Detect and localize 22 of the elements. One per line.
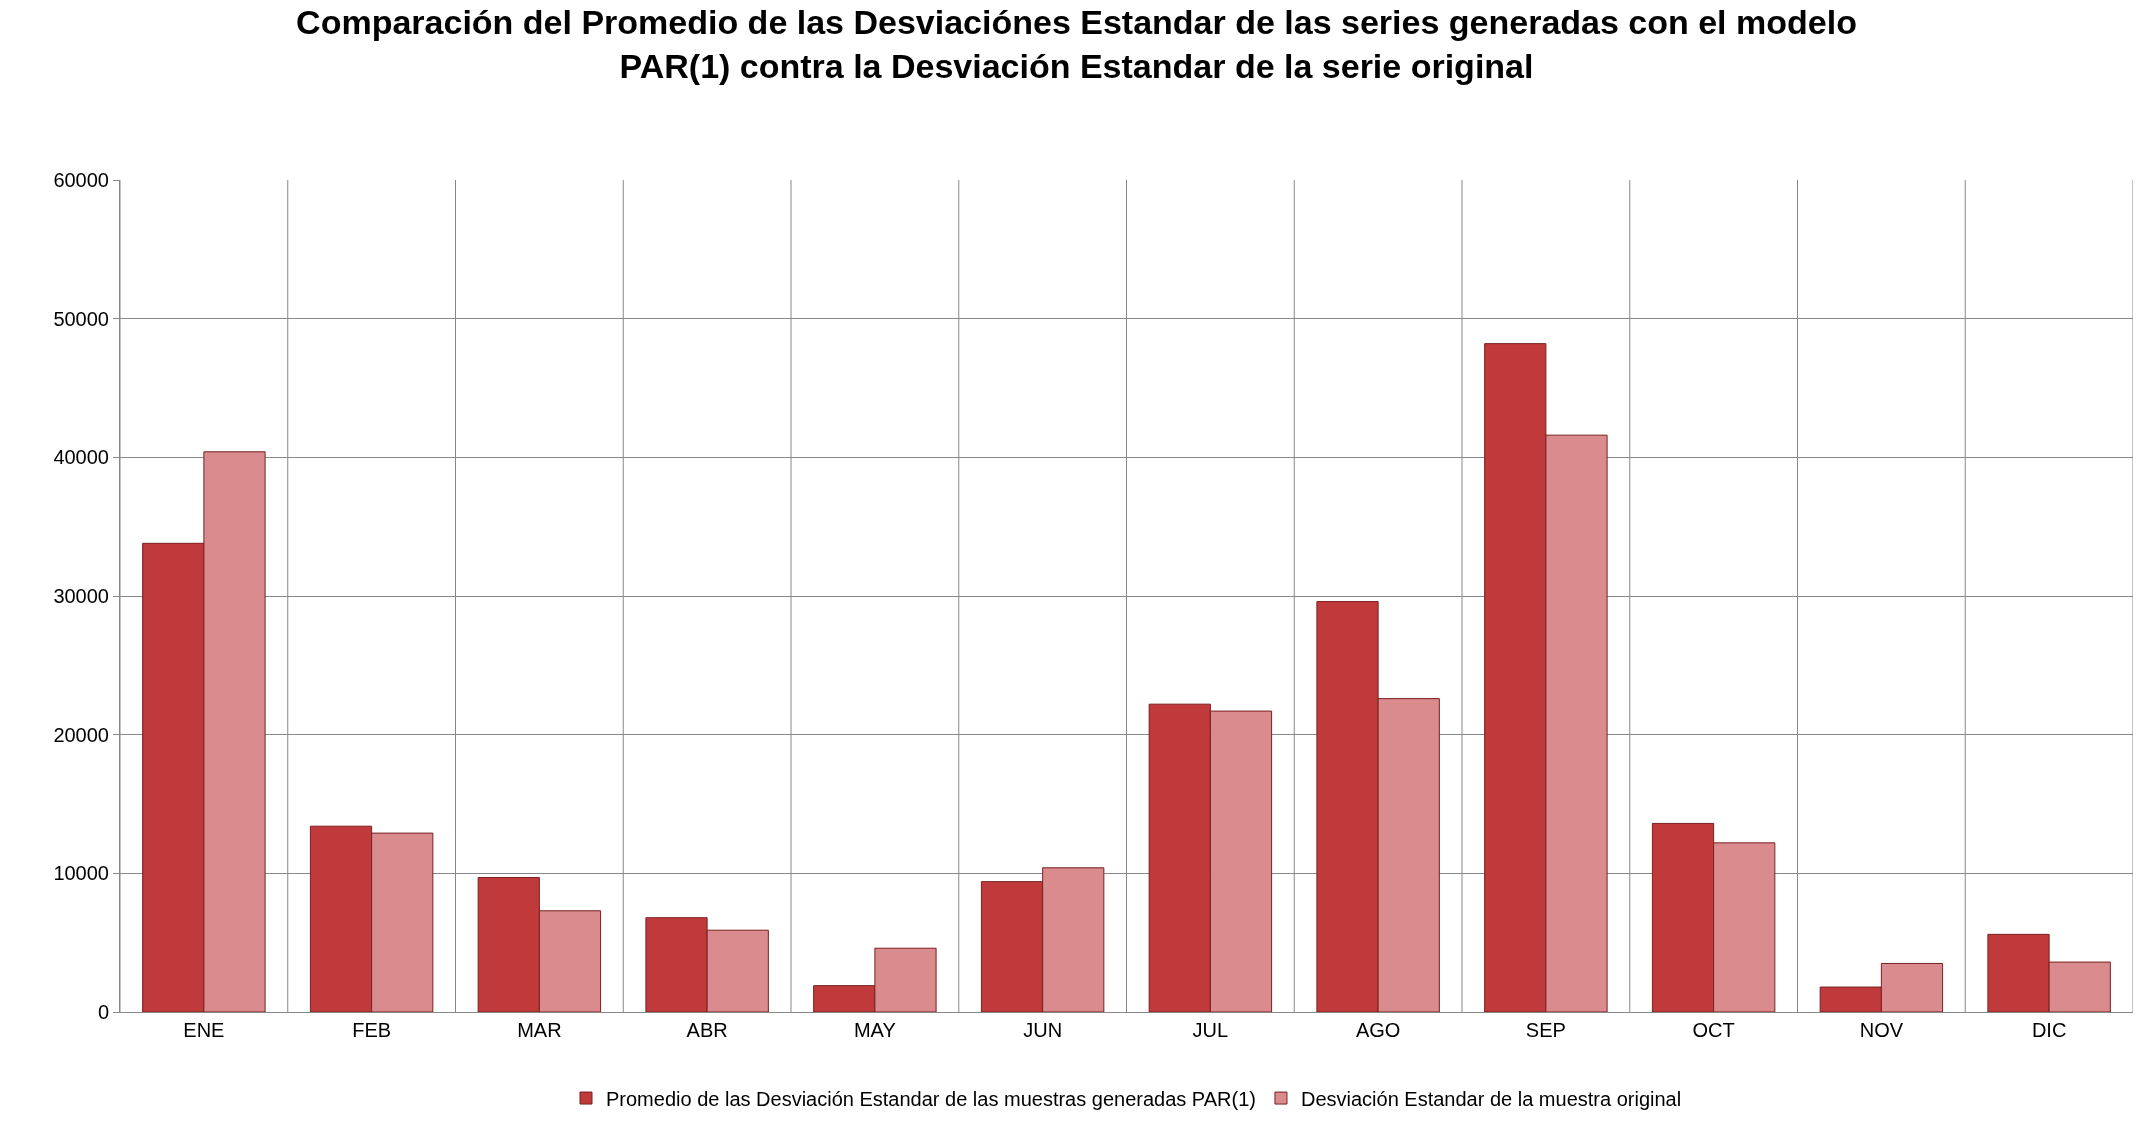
y-tick-label: 10000 — [53, 862, 109, 885]
y-tick-label: 60000 — [53, 169, 109, 191]
x-tick-label: OCT — [1692, 1019, 1735, 1041]
legend-label: Desviación Estandar de la muestra original — [1300, 1087, 1682, 1110]
x-tick-label: JUL — [1192, 1019, 1229, 1041]
x-tick-label: SEP — [1525, 1019, 1566, 1041]
x-tick-label: FEB — [352, 1019, 392, 1041]
x-tick-label: JUN — [1023, 1019, 1063, 1041]
x-tick-label: MAY — [853, 1019, 896, 1041]
y-tick-label: 50000 — [53, 307, 109, 330]
x-tick-label: NOV — [1859, 1019, 1904, 1041]
x-tick-label: DIC — [2031, 1019, 2067, 1041]
y-tick-label: 30000 — [53, 585, 109, 607]
chart-title: Comparación del Promedio de las Desviaciónes Estandar de las series generadas con el modelo PAR(1) contra la Desviación Estandar de la serie original — [296, 2, 1857, 86]
y-tick-label: 20000 — [53, 723, 109, 746]
x-tick-label: AGO — [1355, 1019, 1401, 1041]
x-tick-label: ABR — [686, 1019, 728, 1041]
y-tick-label: 40000 — [53, 446, 109, 469]
legend-label: Promedio de las Desviación Estandar de las muestras generadas PAR(1) — [606, 1087, 1256, 1110]
y-tick-label: 0 — [97, 1001, 109, 1023]
x-tick-label: MAR — [517, 1019, 562, 1041]
x-tick-label: ENE — [183, 1019, 225, 1041]
